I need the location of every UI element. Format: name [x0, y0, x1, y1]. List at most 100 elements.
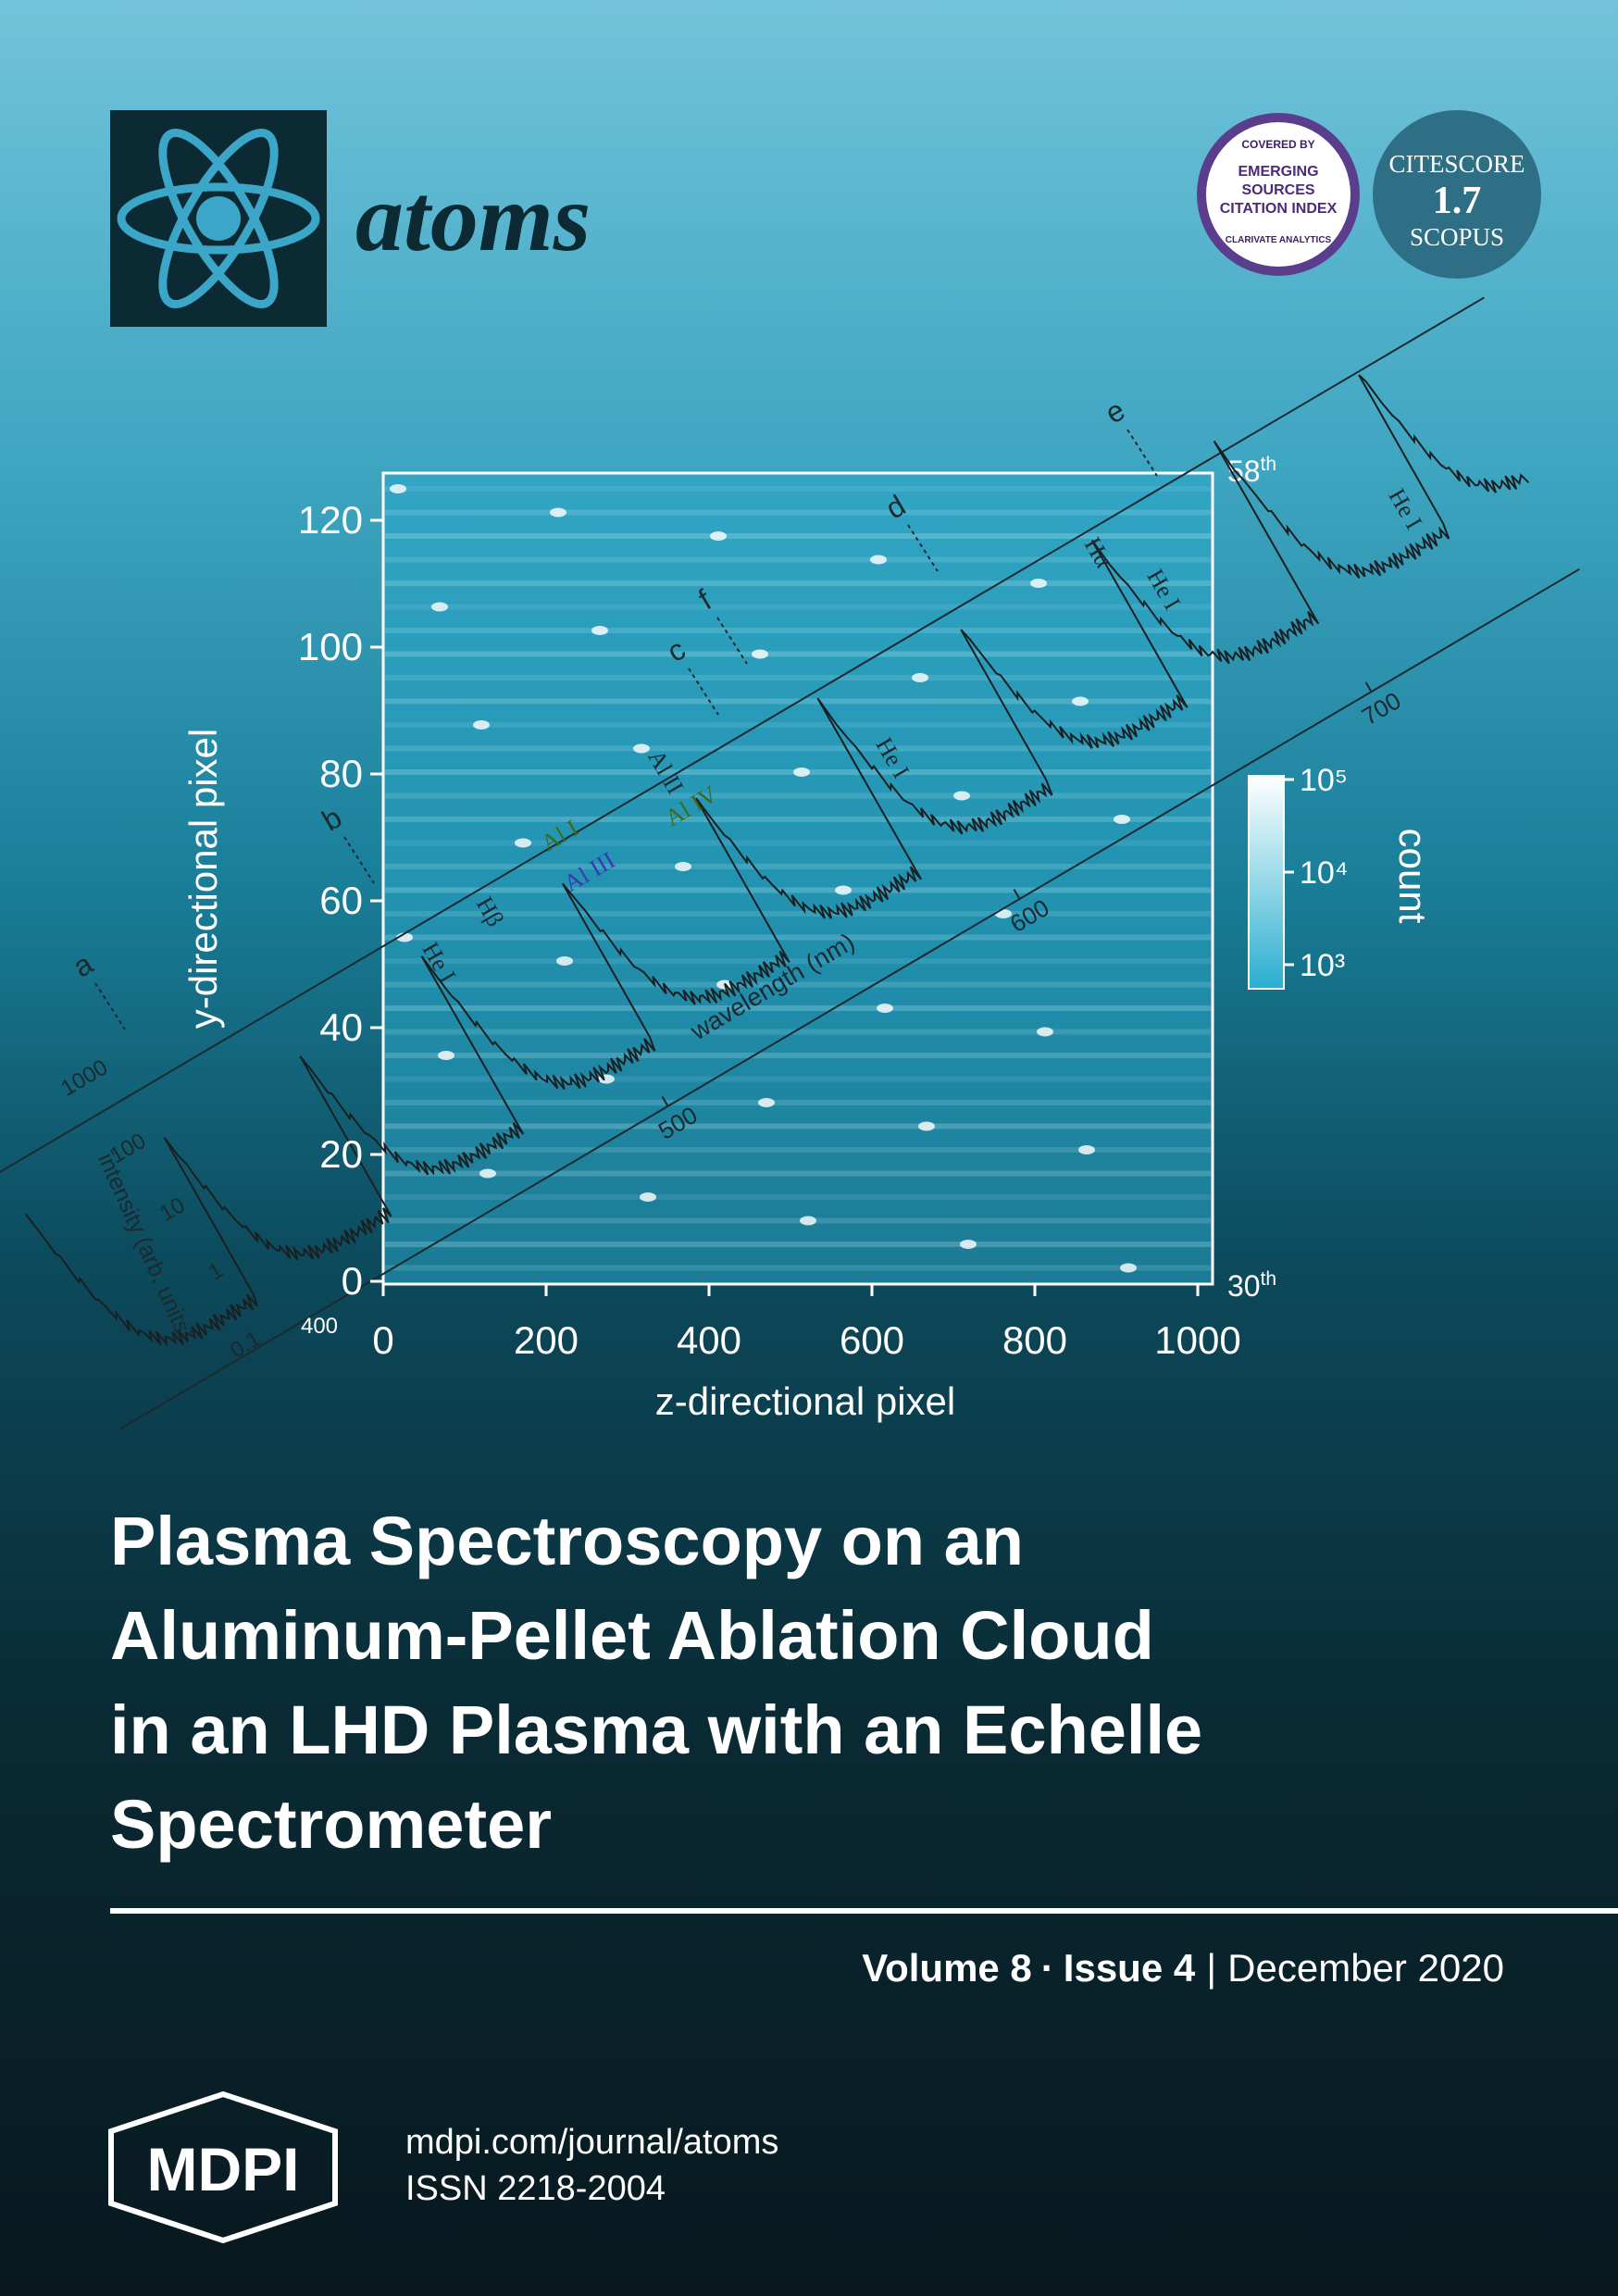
streak: [385, 887, 1211, 893]
x-tick-label: 200: [514, 1318, 579, 1362]
streak: [385, 651, 1211, 657]
hot-spot: [953, 791, 970, 801]
colorbar-label: count: [1391, 829, 1435, 924]
badge-line: CITATION INDEX: [1220, 201, 1338, 217]
article-title: Plasma Spectroscopy on an Aluminum-Pelle…: [110, 1503, 1202, 1863]
y-axis-label: y-directional pixel: [181, 729, 225, 1029]
order-label: 30th: [1227, 1268, 1276, 1303]
y-tick-label: 120: [298, 498, 363, 542]
x-tick-label: 600: [840, 1318, 904, 1362]
publisher-logo: MDPI: [108, 2090, 338, 2244]
x-tick-label: 0: [372, 1318, 393, 1362]
band-edge: [119, 568, 1580, 1430]
x-tick-label: 1000: [1154, 1318, 1240, 1362]
streak: [385, 1242, 1211, 1247]
marker-leader: [688, 668, 719, 716]
streak: [385, 817, 1211, 822]
streak: [385, 604, 1211, 610]
hot-spot: [793, 767, 810, 777]
marker-leader: [907, 524, 939, 572]
streak: [385, 1147, 1211, 1153]
streak: [385, 745, 1211, 752]
order-label: 58th: [1227, 454, 1276, 488]
hot-spot: [877, 1004, 893, 1013]
y-tick-label: 60: [319, 879, 363, 922]
colorbar-tick-label: 10³: [1300, 948, 1345, 983]
colorbar-tick-label: 10⁴: [1300, 855, 1348, 891]
citescore-badge: CITESCORE 1.7 SCOPUS: [1373, 110, 1541, 279]
hot-spot: [918, 1121, 935, 1131]
hot-spot: [473, 720, 490, 730]
badge-face: [1206, 122, 1350, 267]
wavelength-tick: [661, 1095, 669, 1107]
hot-spot: [479, 1168, 496, 1179]
streak: [385, 722, 1211, 728]
streak: [385, 1005, 1211, 1011]
hot-spot: [1120, 1263, 1137, 1273]
esci-badge: COVERED BY EMERGING SOURCES CITATION IND…: [1197, 113, 1360, 276]
divider: |: [1206, 1946, 1216, 1990]
hot-spot: [710, 531, 727, 541]
title-line: Aluminum-Pellet Ablation Cloud: [110, 1597, 1154, 1674]
streak: [385, 958, 1211, 964]
hot-spot: [438, 1051, 454, 1060]
streak: [385, 1100, 1211, 1105]
x-tick-label: 800: [1002, 1318, 1067, 1362]
citescore-circle: [1373, 110, 1541, 279]
streak: [385, 580, 1211, 586]
journal-logo: atoms: [110, 110, 591, 327]
hot-spot: [556, 956, 573, 966]
hot-spot: [1072, 696, 1089, 706]
streak: [385, 509, 1211, 516]
y-tick-label: 40: [319, 1005, 363, 1049]
hot-spot: [515, 838, 531, 848]
streak: [385, 1170, 1211, 1177]
x-tick-label: 400: [677, 1318, 741, 1362]
wavelength-tick: [1013, 889, 1021, 900]
hot-spot: [870, 555, 887, 565]
streak: [385, 1053, 1211, 1058]
title-rule: [110, 1908, 1618, 1914]
streak: [385, 1123, 1211, 1129]
band-edge: [0, 296, 1485, 1187]
issue-line: Volume 8 · Issue 4 | December 2020: [862, 1946, 1504, 1990]
logo-text: MDPI: [147, 2135, 300, 2203]
hot-spot: [550, 507, 566, 518]
order-suffix: th: [1261, 1268, 1277, 1290]
hot-spot: [591, 626, 608, 635]
hot-spot: [1037, 1027, 1053, 1037]
journal-name: atoms: [355, 165, 591, 271]
streak: [385, 556, 1211, 563]
streak: [385, 1076, 1211, 1082]
badge-top: COVERED BY: [1241, 138, 1314, 151]
wavelength-tick: [1364, 681, 1373, 693]
hot-spot: [1078, 1145, 1095, 1154]
logo-mask: [120, 2139, 326, 2200]
streak: [385, 792, 1211, 799]
journal-url[interactable]: mdpi.com/journal/atoms: [405, 2123, 778, 2162]
y-tick-label: 20: [319, 1132, 363, 1176]
issue-number: Issue 4: [1064, 1946, 1196, 1990]
streak: [385, 675, 1211, 680]
pixel-tick: 400: [301, 1314, 338, 1339]
hot-spot: [835, 885, 852, 895]
colorbar: [1248, 775, 1285, 990]
streak: [385, 1029, 1211, 1035]
streak: [385, 981, 1211, 988]
marker-leader: [343, 836, 375, 884]
streak: [385, 1265, 1211, 1271]
separator: ·: [1041, 1946, 1054, 1990]
marker-leader: [716, 617, 748, 665]
marker-leader: [94, 982, 126, 1030]
streak: [385, 864, 1211, 869]
hot-spot: [752, 649, 768, 659]
title-line: in an LHD Plasma with an Echelle: [110, 1691, 1202, 1768]
order-number: 30: [1227, 1269, 1261, 1303]
streak: [385, 934, 1211, 941]
detector-streaks: [385, 484, 1211, 1273]
hot-spot: [1114, 815, 1130, 824]
citescore-source: SCOPUS: [1410, 223, 1504, 251]
logo-hexagon: [108, 2090, 338, 2244]
badge-line: SOURCES: [1241, 182, 1314, 198]
